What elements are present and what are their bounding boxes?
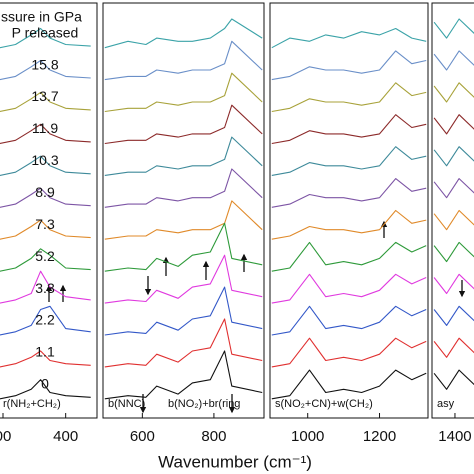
x-tick-label: 1000 xyxy=(291,428,324,445)
spectrum xyxy=(104,72,263,113)
x-tick-label: 1200 xyxy=(363,428,396,445)
spectrum xyxy=(104,40,263,81)
spectrum xyxy=(0,91,91,113)
spectrum xyxy=(271,178,427,208)
legend-label: 5.2 xyxy=(35,248,55,264)
spectrum xyxy=(271,241,427,272)
spectrum xyxy=(0,350,91,368)
annotation: r(NH₂+CH₂) xyxy=(3,398,61,410)
x-tick-label: 600 xyxy=(130,428,155,445)
legend-label: 7.3 xyxy=(35,216,55,232)
arrows xyxy=(45,220,466,414)
spectrum xyxy=(271,273,427,304)
spectrum xyxy=(104,318,263,368)
spectrum xyxy=(0,27,91,49)
spectrum xyxy=(0,379,91,400)
legend-title: ssure in GPa xyxy=(1,9,82,25)
spectrum xyxy=(0,248,91,272)
spectrum xyxy=(433,273,474,295)
legend-label: 15.8 xyxy=(31,56,58,72)
spectrum xyxy=(433,82,474,103)
spectrum xyxy=(104,254,263,304)
spectrum xyxy=(0,59,91,81)
annotation: asy xyxy=(437,398,455,410)
spectrum xyxy=(271,50,427,81)
legend-label: 3.3 xyxy=(35,280,55,296)
spectrum xyxy=(0,305,91,336)
panel xyxy=(433,18,474,390)
annotation: s(NO₂+CN)+w(CH₂) xyxy=(275,398,373,410)
spectrum xyxy=(271,82,427,113)
panel xyxy=(271,27,427,400)
spectrum xyxy=(104,222,263,272)
legend-label: 1.1 xyxy=(35,344,55,360)
panel-frame xyxy=(431,2,474,419)
legend-label: 2.2 xyxy=(35,312,55,328)
spectrum xyxy=(433,18,474,39)
annotation: b(NO₂)+br(ring xyxy=(168,398,240,410)
spectrum xyxy=(271,27,427,49)
legend-label: 11.9 xyxy=(32,120,58,136)
spectrum xyxy=(433,114,474,135)
spectrum xyxy=(104,350,263,400)
x-tick-label: 400 xyxy=(53,428,78,445)
panel-frame xyxy=(102,2,265,419)
legend-label: 0 xyxy=(41,376,49,392)
panel xyxy=(104,18,263,400)
spectrum xyxy=(104,136,263,176)
spectrum xyxy=(0,123,91,145)
spectrum xyxy=(271,369,427,400)
spectrum xyxy=(271,209,427,240)
spectrum xyxy=(433,305,474,326)
spectrum xyxy=(271,146,427,176)
spectrum xyxy=(433,209,474,231)
spectrum xyxy=(104,200,263,240)
spectrum xyxy=(433,146,474,167)
spectrum xyxy=(271,114,427,145)
legend-label: 10.3 xyxy=(31,152,58,168)
x-tick-label: 800 xyxy=(201,428,226,445)
spectrum xyxy=(0,155,91,176)
panel-frame xyxy=(269,2,429,419)
spectrum xyxy=(104,286,263,336)
spectrum xyxy=(0,219,91,240)
annotation: b(NNC) xyxy=(108,398,145,410)
spectrum xyxy=(271,305,427,336)
spectrum xyxy=(433,50,474,71)
spectrum xyxy=(433,178,474,199)
spectrum xyxy=(104,168,263,208)
spectrum xyxy=(433,337,474,358)
spectrum xyxy=(433,369,474,390)
legend-label: P released xyxy=(12,24,79,40)
legend-label: 13.7 xyxy=(31,88,58,104)
spectrum xyxy=(433,241,474,263)
spectrum xyxy=(0,187,91,208)
x-tick-label: 1400 xyxy=(438,428,471,445)
legend-label: 8.9 xyxy=(35,184,55,200)
panel-frame xyxy=(0,2,98,419)
spectrum xyxy=(104,18,263,49)
spectrum xyxy=(271,337,427,368)
spectrum xyxy=(0,270,91,304)
x-tick-label: 00 xyxy=(0,428,11,445)
spectrum xyxy=(104,104,263,145)
x-axis-label: Wavenumber (cm⁻¹) xyxy=(158,452,312,471)
panel xyxy=(0,27,91,400)
